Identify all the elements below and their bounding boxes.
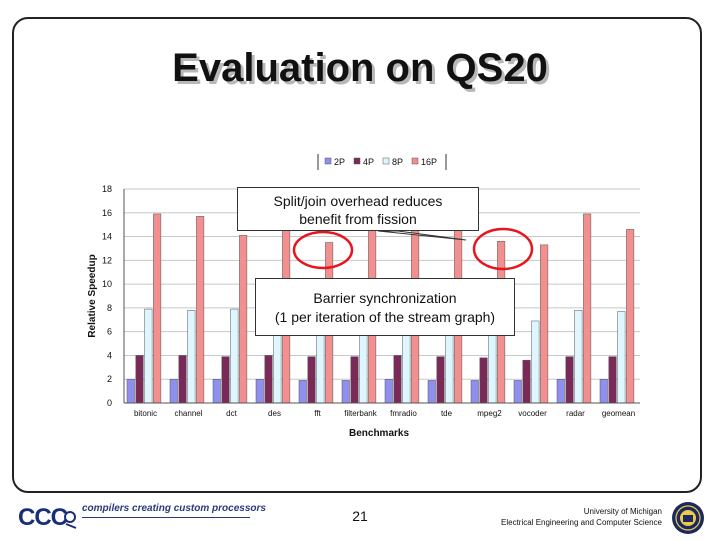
- x-tick-label: des: [268, 409, 281, 418]
- legend-swatch-2p: [324, 157, 332, 165]
- x-tick-label: mpeg2: [477, 409, 502, 418]
- y-axis-title: Relative Speedup: [87, 254, 98, 337]
- y-tick-labels: 0 2 4 6 8 10 12 14 16 18: [102, 184, 112, 408]
- y-tick-label: 18: [102, 184, 112, 194]
- x-tick-label: vocoder: [518, 409, 547, 418]
- chart-axes: [123, 189, 640, 404]
- bar-4p-channel: [178, 355, 187, 404]
- callout-barrier-line2: (1 per iteration of the stream graph): [274, 309, 496, 325]
- x-tick-label: radar: [566, 409, 585, 418]
- bar-4p-radar: [565, 356, 574, 404]
- y-tick-label: 4: [107, 350, 112, 360]
- x-tick-label: filterbank: [344, 409, 377, 418]
- x-tick-label: channel: [174, 409, 202, 418]
- callout-split-join-line2: benefit from fission: [299, 211, 417, 227]
- bar-4p-fft: [307, 356, 316, 404]
- y-tick-label: 8: [107, 303, 112, 313]
- legend-label-8p: 8P: [392, 157, 403, 167]
- legend-label-4p: 4P: [363, 157, 374, 167]
- bar-2p-fft: [298, 380, 307, 404]
- callout-barrier-line1: Barrier synchronization: [313, 290, 457, 306]
- bar-4p-dct: [221, 356, 230, 404]
- university-line1: University of Michigan: [583, 507, 662, 516]
- y-tick-label: 2: [107, 374, 112, 384]
- bar-2p-dct: [212, 378, 221, 404]
- bar-2p-filterbank: [341, 380, 350, 404]
- callout-split-join-line1: Split/join overhead reduces: [273, 193, 443, 209]
- footer-tagline-rule: [82, 517, 250, 518]
- x-axis-title: Benchmarks: [349, 428, 409, 439]
- bar-2p-des: [255, 378, 264, 404]
- split-join-pointer: [377, 230, 467, 241]
- x-tick-label: fft: [314, 409, 321, 418]
- bar-8p-radar: [574, 310, 583, 404]
- ccc-logo-text: CCC: [18, 504, 68, 531]
- bar-8p-geomean: [617, 311, 626, 404]
- bar-4p-filterbank: [350, 356, 359, 404]
- legend-swatch-4p: [353, 157, 361, 165]
- bar-2p-fmradio: [384, 378, 393, 404]
- bar-16p-channel: [196, 216, 205, 404]
- y-tick-label: 6: [107, 327, 112, 337]
- legend-swatch-16p: [411, 157, 419, 165]
- bar-16p-geomean: [626, 229, 635, 404]
- page-number: 21: [352, 508, 368, 524]
- bar-8p-dct: [230, 308, 239, 404]
- bar-2p-bitonic: [126, 378, 135, 404]
- university-text: University of Michigan Electrical Engine…: [501, 506, 662, 528]
- y-tick-label: 0: [107, 398, 112, 408]
- y-tick-label: 12: [102, 255, 112, 265]
- bar-8p-channel: [187, 310, 196, 404]
- y-tick-label: 14: [102, 232, 112, 242]
- bar-4p-geomean: [608, 356, 617, 404]
- x-tick-labels: bitonic channel dct des fft filterbank fmradio…: [134, 409, 635, 418]
- bar-4p-mpeg2: [479, 357, 488, 404]
- slide-title: Evaluation on QS20: [172, 46, 548, 90]
- highlight-circles: [292, 227, 534, 271]
- legend-label-16p: 16P: [421, 157, 437, 167]
- footer-tagline: compilers creating custom processors: [82, 503, 266, 514]
- bar-2p-geomean: [599, 378, 608, 404]
- legend-swatch-8p: [382, 157, 390, 165]
- bar-2p-channel: [169, 378, 178, 404]
- bar-4p-tde: [436, 356, 445, 404]
- callout-pointers: [377, 230, 467, 241]
- bar-2p-radar: [556, 378, 565, 404]
- bar-16p-dct: [239, 235, 248, 404]
- y-tick-label: 10: [102, 279, 112, 289]
- bar-4p-bitonic: [135, 355, 144, 404]
- bar-2p-tde: [427, 380, 436, 404]
- legend-label-2p: 2P: [334, 157, 345, 167]
- x-tick-label: bitonic: [134, 409, 157, 418]
- x-tick-label: geomean: [602, 409, 635, 418]
- highlight-circle-2: [472, 227, 534, 271]
- x-tick-label: dct: [226, 409, 237, 418]
- bar-4p-des: [264, 355, 273, 404]
- bar-8p-vocoder: [531, 320, 540, 404]
- bar-8p-bitonic: [144, 308, 153, 404]
- slide-title-shadow: Evaluation on QS20: [175, 49, 551, 93]
- y-tick-label: 16: [102, 208, 112, 218]
- bar-16p-bitonic: [153, 213, 162, 404]
- highlight-circle-1: [292, 230, 354, 270]
- bar-16p-vocoder: [540, 244, 549, 404]
- bar-16p-radar: [583, 213, 592, 404]
- bar-2p-vocoder: [513, 380, 522, 404]
- x-tick-label: tde: [441, 409, 453, 418]
- callout-split-join: Split/join overhead reduces benefit from…: [237, 187, 479, 231]
- x-tick-label: fmradio: [390, 409, 417, 418]
- chart-legend: 2P 4P 8P 16P: [317, 154, 447, 170]
- bar-4p-fmradio: [393, 355, 402, 404]
- bar-4p-vocoder: [522, 359, 531, 404]
- callout-barrier: Barrier synchronization (1 per iteration…: [255, 278, 515, 336]
- university-seal-icon: [672, 502, 704, 534]
- ccc-logo-icon: CCC: [18, 504, 77, 531]
- university-line2: Electrical Engineering and Computer Scie…: [501, 518, 662, 527]
- bar-2p-mpeg2: [470, 380, 479, 404]
